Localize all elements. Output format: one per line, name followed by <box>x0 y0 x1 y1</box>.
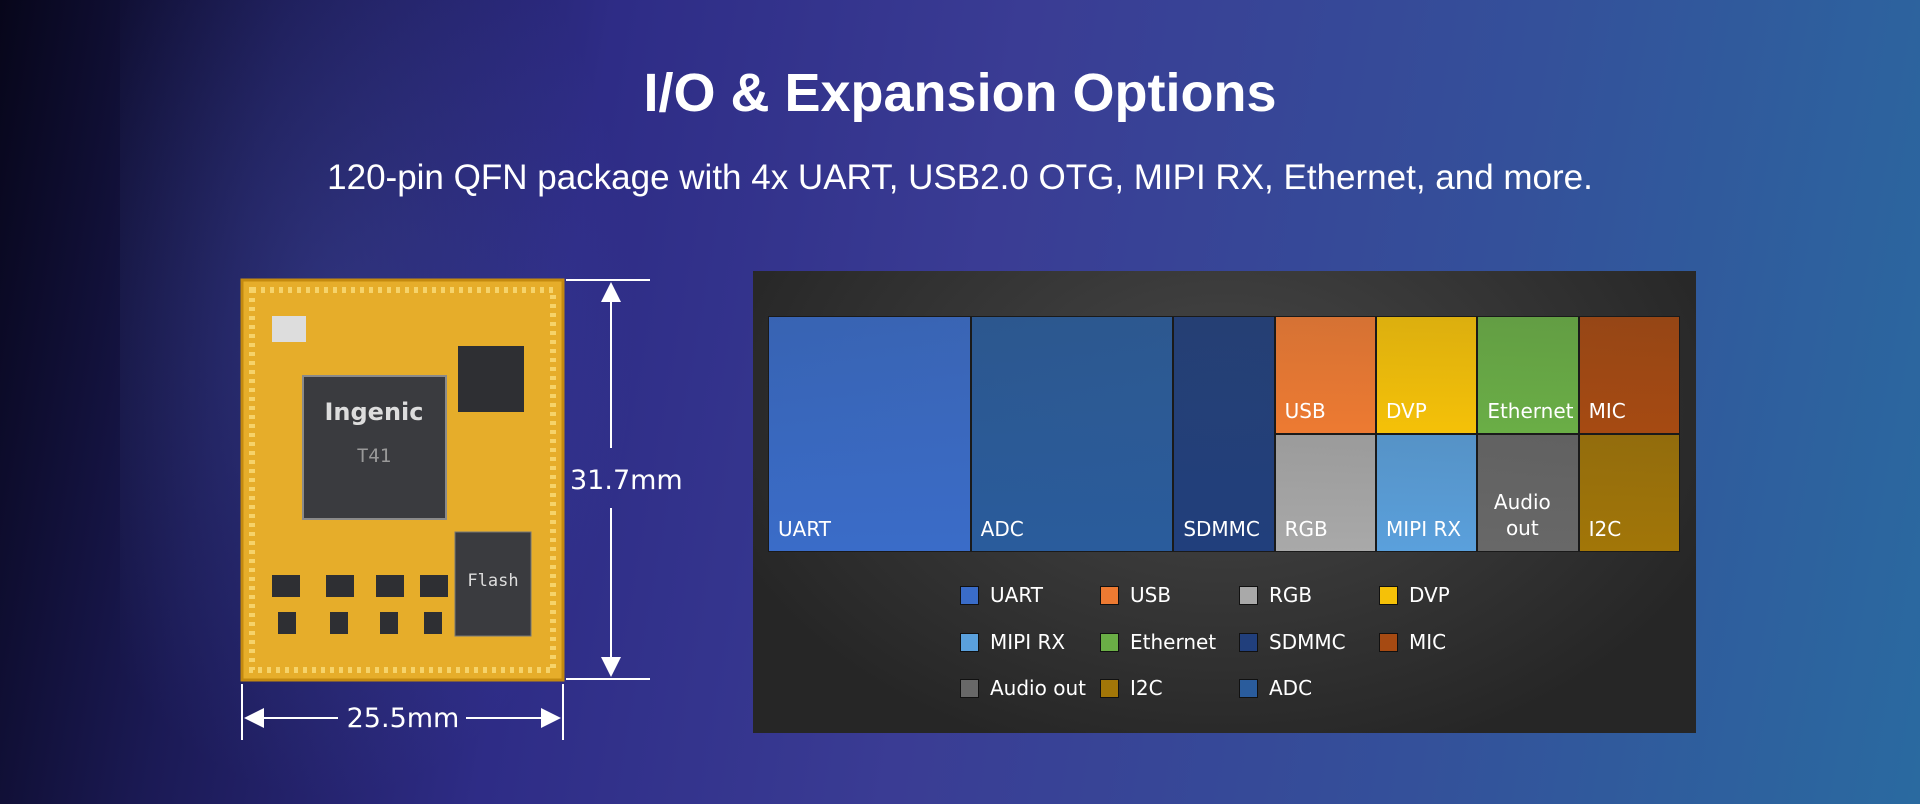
legend-swatch <box>1239 678 1258 698</box>
legend-swatch <box>1100 585 1119 605</box>
small-chip <box>458 346 524 412</box>
legend-label: RGB <box>1269 583 1313 607</box>
legend-swatch <box>960 585 979 605</box>
cell-label: I2C <box>1588 517 1622 541</box>
legend-label: USB <box>1130 583 1172 607</box>
cell-label: DVP <box>1386 399 1427 423</box>
legend-label: Ethernet <box>1130 630 1217 654</box>
components <box>272 575 448 634</box>
pin-row <box>249 287 556 673</box>
cell-label: Ethernet <box>1487 399 1574 423</box>
flash-chip <box>454 531 532 637</box>
legend-item: RGB <box>1239 583 1312 607</box>
cell-label: UART <box>778 517 831 541</box>
legend-label: UART <box>990 583 1043 607</box>
legend-item: Ethernet <box>1100 630 1216 654</box>
legend-label: MIPI RX <box>990 630 1066 654</box>
legend-item: ADC <box>1239 676 1312 700</box>
legend-item: I2C <box>1100 676 1163 700</box>
subtitle: 120-pin QFN package with 4x UART, USB2.0… <box>327 158 1593 197</box>
legend-item: SDMMC <box>1239 630 1346 654</box>
legend-swatch <box>1100 632 1119 652</box>
crystal <box>272 316 306 342</box>
legend-label: I2C <box>1130 676 1163 700</box>
treemap-cell: DVP <box>1376 316 1478 434</box>
cell-label: SDMMC <box>1183 517 1260 541</box>
legend-swatch <box>960 632 979 652</box>
flash-label: Flash <box>467 571 518 591</box>
treemap-cell: ADC <box>970 316 1174 552</box>
width-label: 25.5mm <box>347 703 460 734</box>
legend-label: ADC <box>1269 676 1313 700</box>
cell-label: RGB <box>1284 517 1328 541</box>
legend-label: DVP <box>1409 583 1450 607</box>
legend-swatch <box>1239 632 1258 652</box>
legend-label: MIC <box>1409 630 1447 654</box>
legend-swatch <box>1239 585 1258 605</box>
cell-label: MIC <box>1588 399 1626 423</box>
soc-model: T41 <box>357 445 391 467</box>
treemap-cell: RGB <box>1274 434 1376 552</box>
treemap-cell: MIC <box>1578 316 1680 434</box>
soc-brand: Ingenic <box>324 398 423 426</box>
cell-label: USB <box>1284 399 1326 423</box>
legend-item: MIC <box>1379 630 1446 654</box>
treemap-cell: USB <box>1274 316 1376 434</box>
legend-label: Audio out <box>990 676 1086 700</box>
cell-label: ADC <box>980 517 1024 541</box>
title: I/O & Expansion Options <box>643 63 1277 123</box>
legend-label: SDMMC <box>1269 630 1346 654</box>
legend-swatch <box>960 678 979 698</box>
treemap-cell: UART <box>768 316 971 552</box>
dimension-lines <box>241 279 650 740</box>
legend-item: USB <box>1100 583 1171 607</box>
legend-item: UART <box>960 583 1043 607</box>
legend-item: Audio out <box>960 676 1086 700</box>
legend-item: MIPI RX <box>960 630 1065 654</box>
treemap-cell: I2C <box>1578 434 1680 552</box>
treemap-cell: Ethernet <box>1477 316 1579 434</box>
treemap-panel: UART ADC SDMMC USB DVP Ethernet MIC RGB MIPI RX A… <box>753 271 1696 733</box>
legend-swatch <box>1100 678 1119 698</box>
legend-swatch <box>1379 585 1398 605</box>
treemap-cell: Audio out <box>1477 434 1579 552</box>
legend-item: DVP <box>1379 583 1450 607</box>
cell-label: MIPI RX <box>1386 517 1462 541</box>
treemap-cell: MIPI RX <box>1376 434 1478 552</box>
treemap-cell: SDMMC <box>1173 316 1275 552</box>
legend-swatch <box>1379 632 1398 652</box>
soc-chip <box>302 375 447 520</box>
cell-label: Audio out <box>1493 490 1551 540</box>
height-label: 31.7mm <box>570 465 683 496</box>
